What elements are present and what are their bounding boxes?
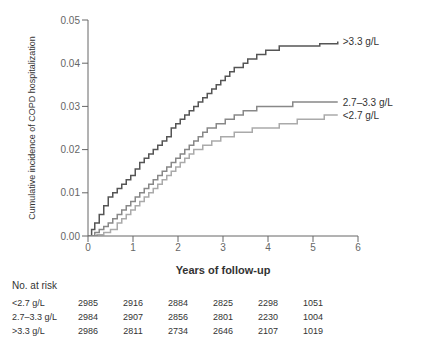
html-text:2811: 2811 <box>123 326 143 336</box>
html-text:No. at risk: No. at risk <box>12 280 57 291</box>
svg-text:1: 1 <box>130 242 136 253</box>
html-text:2985: 2985 <box>78 298 98 308</box>
html-text:2646: 2646 <box>213 326 233 336</box>
html-text:<2.7 g/L: <2.7 g/L <box>12 298 45 308</box>
html-text:1051: 1051 <box>303 298 323 308</box>
svg-text:0.05: 0.05 <box>61 15 81 26</box>
html-text:>3.3 g/L: >3.3 g/L <box>12 326 45 336</box>
html-text:2734: 2734 <box>168 326 188 336</box>
html-text:2.7–3.3 g/L: 2.7–3.3 g/L <box>12 312 57 322</box>
html-text:1004: 1004 <box>303 312 323 322</box>
html-text:2298: 2298 <box>258 298 278 308</box>
html-text:2984: 2984 <box>78 312 98 322</box>
svg-text:<2.7 g/L: <2.7 g/L <box>343 110 380 121</box>
svg-text:0.01: 0.01 <box>61 187 81 198</box>
svg-text:0.00: 0.00 <box>61 231 81 242</box>
html-text:2230: 2230 <box>258 312 278 322</box>
html-text:2825: 2825 <box>213 298 233 308</box>
svg-text:>3.3 g/L: >3.3 g/L <box>343 36 380 47</box>
svg-text:5: 5 <box>310 242 316 253</box>
svg-text:0.04: 0.04 <box>61 58 81 69</box>
svg-text:0.03: 0.03 <box>61 101 81 112</box>
html-text:2801: 2801 <box>213 312 233 322</box>
html-text:2907: 2907 <box>123 312 143 322</box>
html-text:2856: 2856 <box>168 312 188 322</box>
svg-text:2: 2 <box>175 242 181 253</box>
svg-text:3: 3 <box>220 242 226 253</box>
html-text:1019: 1019 <box>303 326 323 336</box>
svg-text:0: 0 <box>85 242 91 253</box>
html-text:2986: 2986 <box>78 326 98 336</box>
svg-text:Cumulative incidence of COPD h: Cumulative incidence of COPD hospitaliza… <box>27 36 37 220</box>
svg-text:Years of follow-up: Years of follow-up <box>176 264 271 276</box>
html-text:2884: 2884 <box>168 298 188 308</box>
html-text:2107: 2107 <box>258 326 278 336</box>
svg-text:4: 4 <box>265 242 271 253</box>
html-text:2916: 2916 <box>123 298 143 308</box>
svg-text:6: 6 <box>355 242 361 253</box>
svg-text:0.02: 0.02 <box>61 144 81 155</box>
svg-text:2.7–3.3 g/L: 2.7–3.3 g/L <box>343 97 393 108</box>
